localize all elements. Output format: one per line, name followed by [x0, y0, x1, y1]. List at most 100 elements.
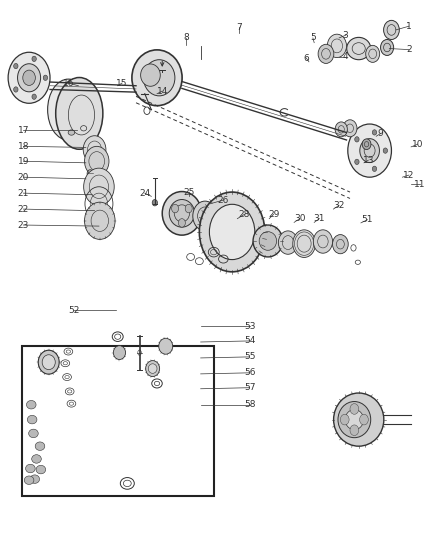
Ellipse shape [85, 202, 115, 239]
Text: 30: 30 [294, 214, 306, 223]
Ellipse shape [169, 199, 194, 227]
Ellipse shape [384, 20, 399, 39]
Circle shape [355, 136, 359, 142]
Ellipse shape [162, 191, 201, 235]
Ellipse shape [313, 230, 332, 253]
Ellipse shape [132, 50, 182, 106]
Text: 25: 25 [184, 188, 195, 197]
Text: 18: 18 [18, 142, 29, 151]
Circle shape [350, 403, 359, 414]
Text: 10: 10 [412, 140, 424, 149]
Ellipse shape [30, 475, 39, 483]
Ellipse shape [259, 232, 277, 251]
Ellipse shape [83, 136, 106, 164]
Text: 26: 26 [218, 196, 229, 205]
Circle shape [209, 204, 255, 260]
Text: 55: 55 [244, 352, 255, 361]
Text: 2: 2 [406, 45, 412, 54]
Ellipse shape [48, 79, 89, 140]
Ellipse shape [334, 393, 384, 446]
Ellipse shape [335, 122, 347, 137]
Circle shape [372, 130, 377, 135]
Ellipse shape [332, 235, 348, 254]
Ellipse shape [146, 361, 159, 376]
Text: 5: 5 [310, 34, 316, 43]
Ellipse shape [84, 168, 114, 205]
Text: 15: 15 [117, 78, 128, 87]
Circle shape [8, 52, 50, 103]
Circle shape [18, 64, 41, 92]
Circle shape [350, 425, 359, 435]
Circle shape [14, 87, 18, 92]
Text: 52: 52 [68, 305, 80, 314]
Ellipse shape [141, 64, 160, 86]
Ellipse shape [113, 346, 126, 360]
Ellipse shape [253, 225, 283, 257]
Ellipse shape [42, 355, 55, 369]
Circle shape [185, 204, 192, 213]
Ellipse shape [26, 400, 36, 409]
Text: 56: 56 [244, 368, 255, 377]
Ellipse shape [343, 120, 357, 137]
Text: 31: 31 [314, 214, 325, 223]
Ellipse shape [56, 77, 103, 149]
Bar [21, 346, 214, 496]
Ellipse shape [24, 476, 34, 484]
Text: 3: 3 [343, 31, 349, 40]
Ellipse shape [68, 130, 75, 135]
Text: 54: 54 [244, 336, 255, 345]
Text: 58: 58 [244, 400, 255, 409]
Text: 8: 8 [184, 34, 189, 43]
Text: 20: 20 [18, 173, 29, 182]
Circle shape [32, 56, 36, 61]
Ellipse shape [35, 442, 45, 450]
Text: 11: 11 [414, 180, 426, 189]
Text: 12: 12 [403, 171, 415, 180]
Ellipse shape [345, 409, 364, 430]
Ellipse shape [362, 139, 371, 150]
Ellipse shape [32, 455, 41, 463]
Text: 23: 23 [18, 221, 29, 230]
Ellipse shape [381, 39, 394, 55]
Circle shape [372, 166, 377, 172]
Ellipse shape [193, 201, 217, 231]
Ellipse shape [148, 364, 157, 373]
Ellipse shape [25, 464, 35, 473]
Ellipse shape [28, 429, 38, 438]
Text: 22: 22 [18, 205, 29, 214]
Circle shape [32, 94, 36, 99]
Text: 14: 14 [156, 86, 168, 95]
Ellipse shape [85, 147, 109, 176]
Circle shape [14, 63, 18, 69]
Text: 28: 28 [239, 210, 250, 219]
Circle shape [43, 75, 48, 80]
Ellipse shape [327, 34, 346, 58]
Ellipse shape [293, 230, 315, 257]
Text: 6: 6 [304, 54, 309, 62]
Text: 21: 21 [18, 189, 29, 198]
Text: 32: 32 [333, 201, 345, 210]
Text: 7: 7 [236, 23, 241, 32]
Ellipse shape [27, 415, 37, 424]
Ellipse shape [338, 401, 371, 438]
Circle shape [360, 139, 379, 163]
Text: 16: 16 [63, 78, 74, 87]
Text: 24: 24 [139, 189, 150, 198]
Ellipse shape [36, 465, 46, 474]
Ellipse shape [144, 60, 175, 96]
Circle shape [340, 414, 349, 425]
Ellipse shape [279, 231, 297, 254]
Text: 19: 19 [18, 157, 29, 166]
Text: 9: 9 [378, 129, 383, 138]
Circle shape [23, 70, 35, 85]
Text: 17: 17 [18, 126, 29, 135]
Ellipse shape [159, 338, 173, 354]
Text: 29: 29 [268, 210, 279, 219]
Text: 4: 4 [343, 52, 349, 61]
Ellipse shape [347, 37, 371, 60]
Text: 1: 1 [406, 22, 412, 31]
Circle shape [348, 124, 392, 177]
Circle shape [355, 159, 359, 165]
Circle shape [172, 204, 179, 213]
Text: 51: 51 [362, 215, 373, 224]
